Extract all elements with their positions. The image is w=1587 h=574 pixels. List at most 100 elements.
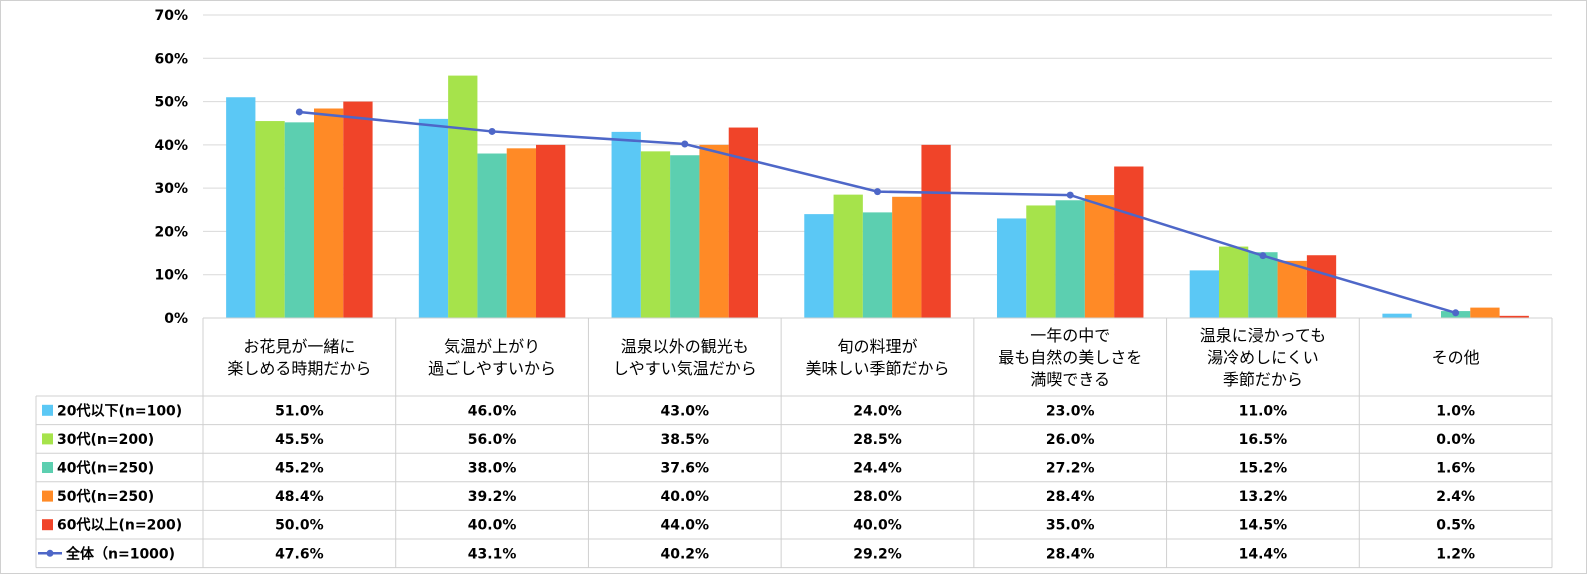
category-label: 一年の中で [1030, 326, 1110, 345]
data-label: 43.1% [468, 546, 517, 562]
data-label: 37.6% [660, 461, 709, 477]
data-label: 28.5% [853, 432, 902, 448]
category-label: 満喫できる [1030, 370, 1110, 389]
data-label: 56.0% [468, 432, 517, 448]
bar [1382, 313, 1412, 318]
total-line [295, 108, 1460, 317]
bar [833, 194, 863, 318]
data-label: 23.0% [1046, 403, 1095, 419]
category-label: しやすい気温だから [613, 359, 757, 378]
data-label: 16.5% [1239, 432, 1288, 448]
data-label: 51.0% [275, 403, 324, 419]
bar [314, 108, 344, 318]
legend-label: 30代(n=200) [57, 431, 154, 448]
y-axis-ticks: 0% 10% 20% 30% 40% 50% 60% 70% [154, 8, 188, 327]
data-label: 35.0% [1046, 518, 1095, 534]
data-label: 28.0% [853, 489, 902, 505]
legend-swatch [42, 404, 53, 416]
data-label: 43.0% [660, 403, 709, 419]
legend-label: 40代(n=250) [57, 460, 154, 477]
bar [1277, 260, 1307, 318]
data-label: 40.0% [660, 489, 709, 505]
category-label: その他 [1432, 348, 1480, 367]
data-label: 14.5% [1239, 518, 1288, 534]
category-label: 最も自然の美しさを [998, 348, 1142, 367]
bar [699, 144, 729, 318]
data-label: 28.4% [1046, 489, 1095, 505]
y-tick-label: 30% [154, 181, 188, 197]
y-tick-label: 40% [154, 138, 188, 154]
data-label: 27.2% [1046, 461, 1095, 477]
y-tick-label: 60% [154, 51, 188, 67]
data-label: 29.2% [853, 546, 902, 562]
legend-marker [46, 549, 54, 557]
category-label: 季節だから [1223, 370, 1303, 389]
data-label: 1.2% [1436, 546, 1475, 562]
data-label: 50.0% [275, 518, 324, 534]
bar [1084, 195, 1115, 318]
category-label: 気温が上がり [444, 337, 540, 356]
bar [284, 122, 315, 318]
bar [1470, 307, 1500, 318]
bar [670, 155, 700, 318]
data-label: 38.5% [660, 432, 709, 448]
bar [255, 121, 285, 318]
line-point [874, 188, 881, 196]
line-point [1066, 191, 1074, 199]
data-label: 47.6% [275, 546, 324, 562]
y-tick-label: 50% [154, 95, 188, 111]
bar [611, 131, 641, 318]
legend-swatch [42, 490, 53, 502]
data-label: 40.0% [468, 518, 517, 534]
legend-swatch [42, 433, 53, 445]
data-label: 1.6% [1436, 461, 1475, 477]
line-point [1259, 252, 1267, 260]
data-label: 15.2% [1239, 461, 1288, 477]
bar [862, 212, 893, 318]
category-label: お花見が一緒に [243, 337, 355, 356]
data-label: 48.4% [275, 489, 324, 505]
data-label: 45.5% [275, 432, 324, 448]
y-tick-label: 0% [164, 311, 188, 327]
data-label: 46.0% [468, 403, 517, 419]
data-label: 1.0% [1436, 403, 1475, 419]
line-point [295, 108, 303, 116]
category-label: 過ごしやすいから [428, 359, 556, 378]
bar [1499, 315, 1529, 318]
category-label: 湯冷めしにくい [1207, 348, 1319, 367]
bar [343, 101, 373, 318]
data-label: 28.4% [1046, 546, 1095, 562]
data-label: 2.4% [1436, 489, 1475, 505]
y-tick-label: 70% [154, 8, 188, 24]
bar [1114, 166, 1144, 318]
bar [1248, 252, 1278, 318]
bar [640, 151, 671, 318]
data-label: 40.2% [660, 546, 709, 562]
data-label: 26.0% [1046, 432, 1095, 448]
bar [1306, 255, 1337, 318]
category-label: 美味しい季節だから [805, 359, 949, 378]
data-label: 24.4% [853, 461, 902, 477]
bar [1026, 205, 1056, 318]
data-label: 11.0% [1239, 403, 1288, 419]
legend-swatch [42, 519, 53, 531]
data-label: 45.2% [275, 461, 324, 477]
data-label: 40.0% [853, 518, 902, 534]
data-label: 39.2% [468, 489, 517, 505]
legend-label: 20代以下(n=100) [57, 402, 182, 419]
bar [506, 148, 537, 318]
data-label: 38.0% [468, 461, 517, 477]
bar [804, 214, 834, 318]
data-label: 0.5% [1436, 518, 1475, 534]
bar [996, 218, 1027, 318]
bar [536, 144, 566, 318]
bar [477, 153, 507, 318]
data-label: 13.2% [1239, 489, 1288, 505]
bar [892, 196, 922, 318]
bar [1218, 246, 1249, 318]
bar [226, 97, 256, 318]
y-tick-label: 20% [154, 224, 188, 240]
legend-label: 60代以上(n=200) [57, 517, 182, 534]
